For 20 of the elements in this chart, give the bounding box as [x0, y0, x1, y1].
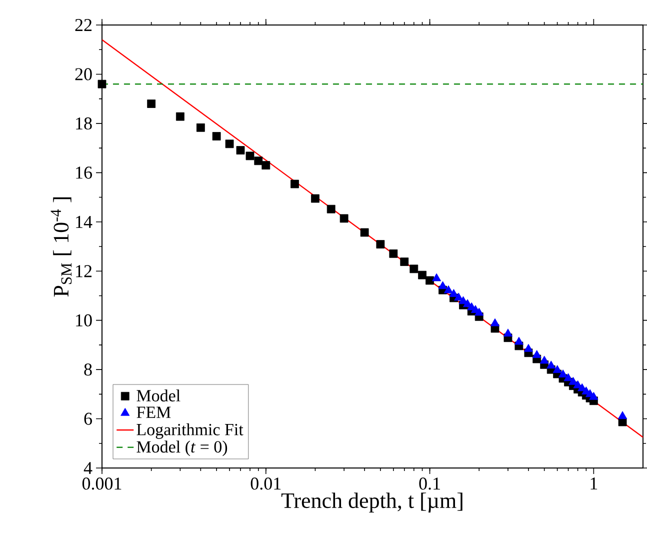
y-axis-title: P$_{SM}$ [ 10$^{-4}$ ] — [50, 197, 72, 297]
y-tick-label: 16 — [76, 166, 92, 179]
x-tick-label: 0.001 — [82, 478, 122, 490]
y-tick-label: 20 — [75, 68, 92, 80]
y-tick-label: 6 — [84, 412, 92, 425]
legend-label: Model — [136, 389, 180, 402]
y-tick-label: 18 — [76, 117, 92, 130]
y-tick-label: 12 — [76, 265, 92, 278]
legend-label: Model (t = 0) — [136, 440, 228, 456]
y-tick-label: 8 — [84, 363, 92, 376]
x-tick-label: 1 — [590, 478, 598, 490]
legend-label: Logarithmic Fit — [136, 423, 244, 439]
y-tick-label: 10 — [76, 314, 92, 326]
x-axis-title: Trench depth, t [µm] — [281, 492, 462, 513]
x-tick-label: 0.01 — [250, 478, 281, 490]
legend-label: FEM — [136, 406, 171, 418]
y-tick-label: 14 — [76, 216, 92, 228]
y-tick-label: 22 — [75, 19, 92, 31]
x-tick-label: 0.1 — [419, 478, 440, 490]
y-tick-label: 4 — [84, 462, 92, 474]
